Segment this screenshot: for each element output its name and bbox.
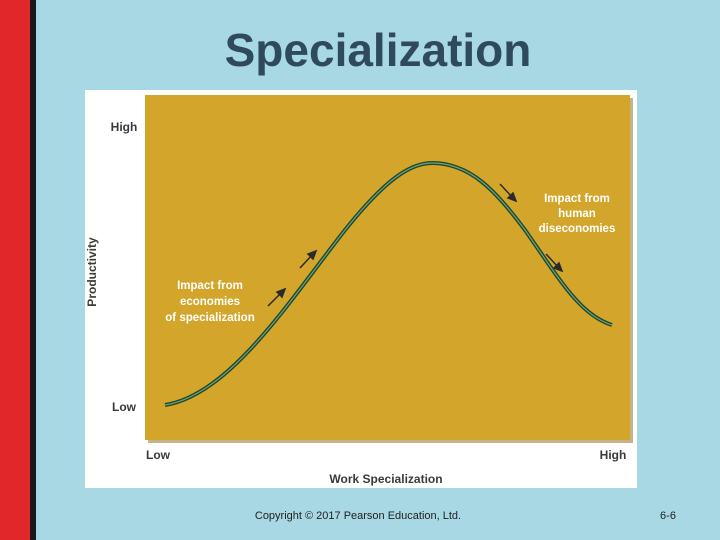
annotation-line: human [558, 208, 596, 220]
x-axis-label: Work Specialization [329, 472, 442, 486]
dark-band [30, 0, 36, 540]
annotation-line: of specialization [165, 312, 254, 324]
annotation-line: Impact from [544, 193, 610, 205]
y-axis-label: Productivity [85, 237, 99, 307]
y-high: High [111, 120, 138, 134]
y-low: Low [112, 400, 137, 414]
arrows [267, 183, 564, 307]
page-number: 6-6 [660, 510, 676, 522]
red-band [0, 0, 30, 540]
copyright: Copyright © 2017 Pearson Education, Ltd. [255, 510, 461, 522]
x-high: High [600, 448, 627, 462]
curve-highlight [164, 162, 613, 406]
annotation-line: economies [180, 296, 240, 308]
annotation-line: Impact from [177, 280, 243, 292]
annotation-line: diseconomies [539, 223, 616, 235]
x-low: Low [146, 448, 171, 462]
slide-title: Specialization [225, 24, 532, 76]
